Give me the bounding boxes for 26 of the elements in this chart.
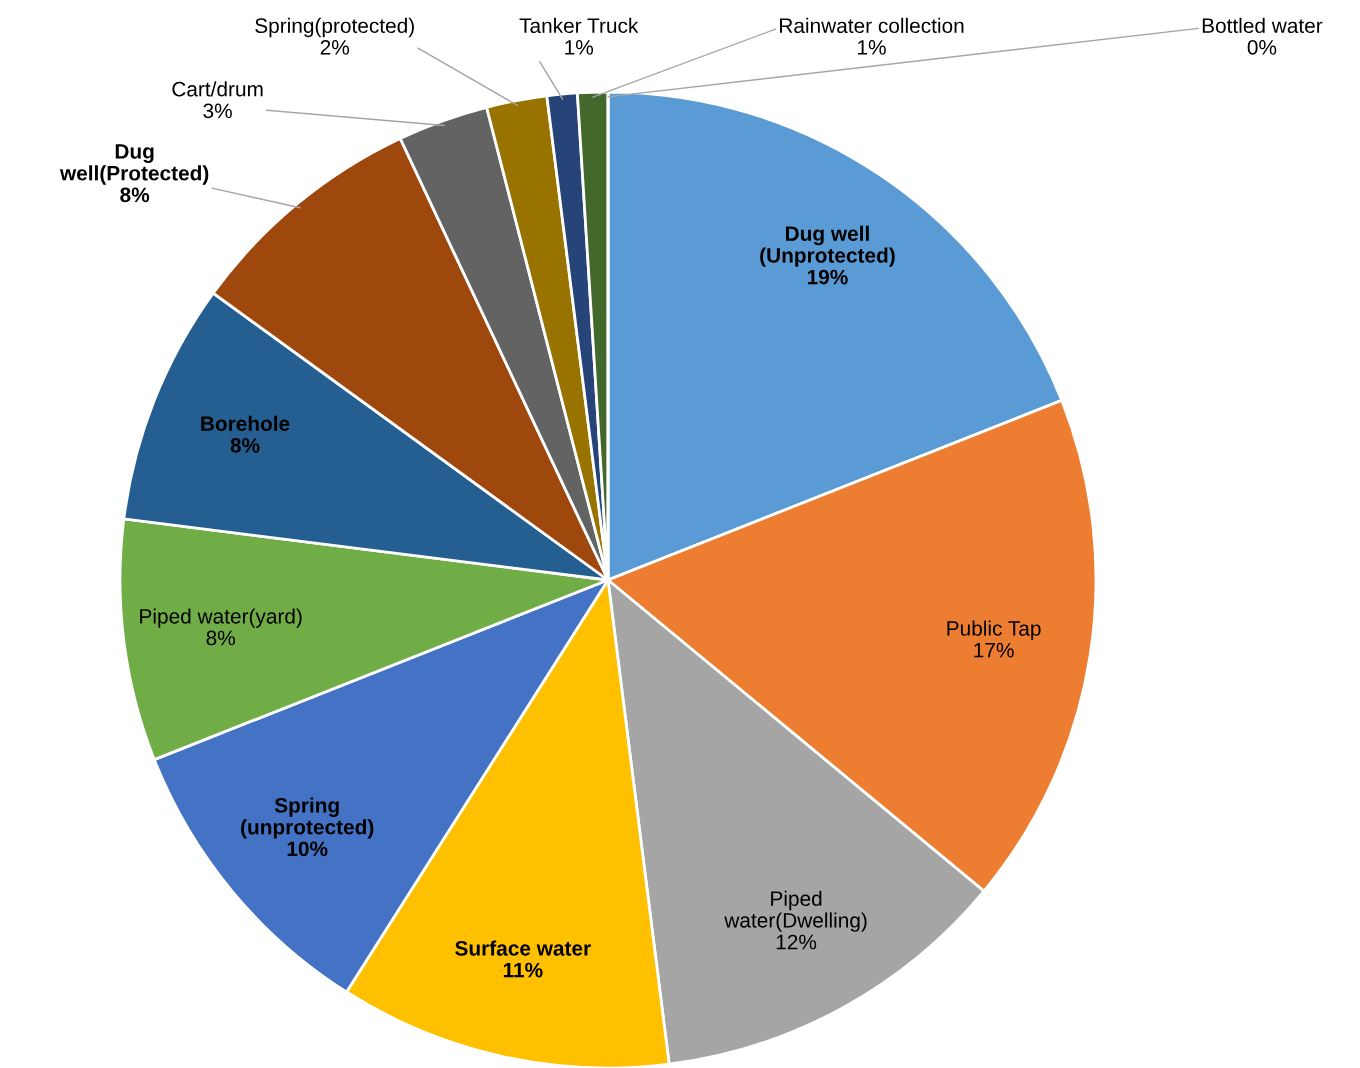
slice-label: Tanker Truck bbox=[519, 17, 639, 34]
slice-label: Borehole bbox=[201, 415, 290, 432]
slice-label: Surface water bbox=[455, 940, 591, 956]
data-label: 17% bbox=[974, 642, 1014, 658]
data-label: 11% bbox=[503, 962, 543, 978]
data-label: 8% bbox=[120, 187, 150, 203]
slice-label: Piped water(yard) bbox=[140, 608, 302, 628]
slice-label: Dug well(Protected) bbox=[59, 144, 209, 185]
data-label: 8% bbox=[206, 630, 235, 646]
slice-label: Rainwater collection bbox=[780, 17, 964, 34]
slice-label: Spring(protected) bbox=[255, 17, 414, 38]
data-label: 8% bbox=[230, 437, 260, 453]
slice-label: Public Tap bbox=[947, 620, 1041, 640]
data-label: 3% bbox=[203, 103, 232, 119]
data-label: 19% bbox=[807, 269, 848, 285]
data-label: 12% bbox=[776, 934, 817, 950]
category-label: Bottled water bbox=[1202, 17, 1323, 34]
slice-label: Cart/drum bbox=[172, 81, 263, 97]
slice-label: Piped water(Dwelling) bbox=[724, 890, 867, 932]
text: 0% bbox=[1247, 40, 1277, 55]
data-label: 1% bbox=[858, 40, 886, 55]
data-label: 10% bbox=[287, 841, 328, 857]
data-label: 1% bbox=[565, 40, 594, 55]
slice-label: Spring (unprotected) bbox=[241, 797, 374, 839]
data-label: 2% bbox=[320, 40, 350, 55]
slice-label: Dug well (Unprotected) bbox=[760, 225, 895, 267]
